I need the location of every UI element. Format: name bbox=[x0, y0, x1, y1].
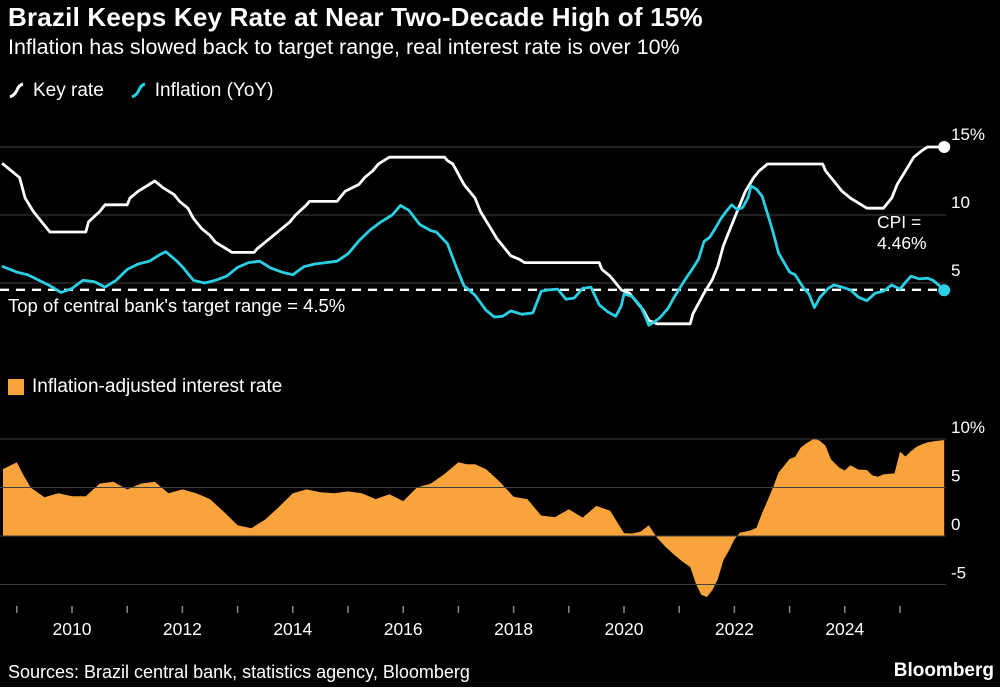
series-line-0 bbox=[1, 145, 946, 326]
y-tick-label: -5 bbox=[951, 564, 966, 583]
y-tick-label: 15% bbox=[951, 125, 985, 144]
y-tick-label: 0 bbox=[951, 515, 960, 534]
legend-item-key-rate: Key rate bbox=[8, 80, 104, 102]
series-end-dot-1 bbox=[938, 284, 951, 297]
real-rate-chart: 10% 5 0 -5 2010 2012 2014 2016 2018 2020 2022 2024 bbox=[0, 420, 985, 639]
legend-top: Key rate Inflation (YoY) bbox=[8, 80, 273, 102]
legend-label-inflation: Inflation (YoY) bbox=[154, 80, 274, 101]
bottom-rule bbox=[0, 687, 1000, 689]
series-line-1 bbox=[1, 184, 946, 327]
inflation-line-icon bbox=[131, 82, 146, 99]
x-tick-label: 2010 bbox=[53, 619, 92, 639]
key-rate-line-icon bbox=[9, 82, 24, 99]
x-tick-label: 2014 bbox=[273, 619, 312, 639]
page-subtitle: Inflation has slowed back to target rang… bbox=[8, 35, 680, 59]
legend-item-real-rate: Inflation-adjusted interest rate bbox=[8, 376, 282, 398]
key-rate-inflation-chart: 15% 10 5 Top of central bank's target range… bbox=[0, 125, 985, 327]
x-tick-label: 2012 bbox=[163, 619, 202, 639]
bloomberg-logo: Bloomberg bbox=[893, 660, 994, 681]
x-tick-label: 2020 bbox=[605, 619, 644, 639]
page-title: Brazil Keeps Key Rate at Near Two-Decade… bbox=[8, 2, 703, 32]
real-rate-swatch-icon bbox=[8, 379, 24, 395]
sources-note: Sources: Brazil central bank, statistics… bbox=[8, 662, 470, 682]
y-tick-label: 5 bbox=[951, 261, 960, 280]
y-tick-label: 5 bbox=[951, 467, 960, 486]
x-tick-label: 2022 bbox=[715, 619, 754, 639]
series-end-dot-0 bbox=[938, 141, 951, 153]
legend-item-inflation: Inflation (YoY) bbox=[130, 80, 274, 102]
x-tick-label: 2016 bbox=[384, 619, 423, 639]
x-tick-label: 2024 bbox=[825, 619, 864, 639]
legend-label-real-rate: Inflation-adjusted interest rate bbox=[32, 376, 283, 397]
real-rate-area bbox=[3, 438, 945, 598]
y-tick-label: 10% bbox=[951, 420, 985, 437]
legend-label-key-rate: Key rate bbox=[33, 80, 104, 101]
cpi-annotation: CPI = bbox=[877, 212, 921, 232]
cpi-annotation: 4.46% bbox=[877, 233, 927, 253]
y-tick-label: 10 bbox=[951, 193, 970, 212]
legend-mid: Inflation-adjusted interest rate bbox=[8, 376, 282, 398]
x-tick-label: 2018 bbox=[494, 619, 533, 639]
target-range-label: Top of central bank's target range = 4.5… bbox=[8, 295, 345, 316]
